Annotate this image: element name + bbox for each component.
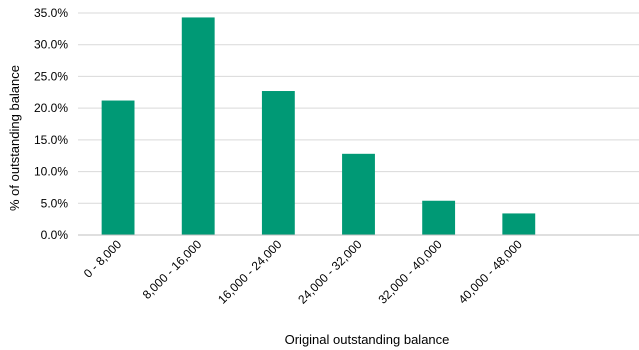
y-axis-title: % of outstanding balance <box>7 65 22 211</box>
x-tick-label: 24,000 - 32,000 <box>295 237 365 307</box>
bars <box>101 17 536 235</box>
y-tick-label: 35.0% <box>34 6 68 20</box>
y-tick-label: 15.0% <box>34 133 68 147</box>
bar <box>261 91 295 235</box>
y-tick-label: 30.0% <box>34 38 68 52</box>
x-tick-labels: 0 - 8,000 8,000 - 16,000 16,000 - 24,000 24… <box>81 237 525 307</box>
bar <box>181 17 215 235</box>
x-tick-label: 16,000 - 24,000 <box>215 237 285 307</box>
bar <box>342 153 375 235</box>
y-tick-label: 25.0% <box>34 69 68 83</box>
x-axis-title: Original outstanding balance <box>285 332 450 347</box>
y-tick-label: 10.0% <box>34 165 68 179</box>
bar <box>422 200 456 235</box>
bar <box>101 100 135 235</box>
gridlines <box>78 12 639 204</box>
x-tick-label: 8,000 - 16,000 <box>140 237 205 302</box>
x-tick-label: 40,000 - 48,000 <box>456 237 526 307</box>
y-tick-label: 0.0% <box>41 228 69 242</box>
y-tick-label: 5.0% <box>41 196 69 210</box>
y-tick-label: 20.0% <box>34 101 68 115</box>
bar <box>502 213 536 235</box>
x-tick-label: 32,000 - 40,000 <box>375 237 445 307</box>
y-tick-labels: 0.0% 5.0% 10.0% 15.0% 20.0% 25.0% 30.0% 35.0% <box>34 6 68 242</box>
x-tick-label: 0 - 8,000 <box>81 237 125 281</box>
